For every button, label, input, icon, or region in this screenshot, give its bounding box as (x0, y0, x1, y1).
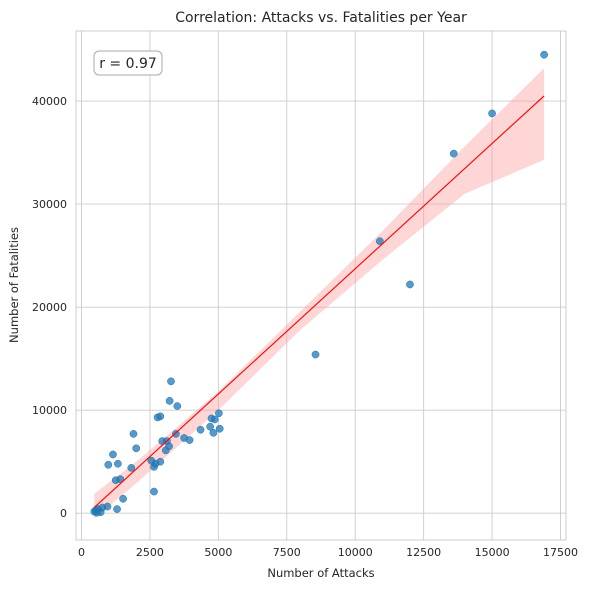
data-point (406, 280, 414, 289)
data-point (167, 377, 175, 386)
data-point (104, 460, 113, 469)
data-point (150, 487, 158, 496)
y-tick-label: 20000 (32, 301, 67, 314)
confidence-band (94, 68, 545, 519)
data-point (116, 475, 125, 484)
data-point (185, 436, 194, 444)
y-axis-label: Number of Fatalities (7, 227, 21, 343)
data-point (311, 350, 320, 359)
data-point (172, 430, 180, 438)
x-tick-label: 7500 (273, 546, 301, 559)
x-tick-label: 2500 (136, 546, 164, 559)
data-point (215, 424, 224, 433)
data-point (156, 457, 165, 466)
regression-line-path (93, 95, 545, 508)
x-axis-label: Number of Attacks (267, 566, 374, 580)
chart-title: Correlation: Attacks vs. Fatalities per … (175, 10, 467, 26)
plot-area (75, 30, 567, 541)
data-point (129, 430, 138, 438)
y-tick-label: 40000 (32, 95, 67, 108)
data-point (540, 50, 548, 59)
data-point (215, 409, 223, 418)
data-point (449, 149, 458, 158)
correlation-annotation: r = 0.97 (93, 50, 163, 76)
x-tick-label: 10000 (338, 546, 373, 559)
regression-line (93, 95, 545, 508)
y-tick-label: 10000 (32, 404, 67, 417)
data-point (103, 502, 112, 511)
data-point (165, 442, 173, 451)
data-point (132, 444, 141, 453)
grid (76, 31, 566, 540)
x-tick-label: 5000 (204, 546, 232, 559)
data-point (210, 415, 219, 424)
data-point (127, 464, 136, 472)
annotation-text: r = 0.97 (99, 56, 157, 72)
data-point (196, 425, 205, 434)
data-point (113, 505, 121, 513)
data-point (156, 412, 165, 421)
x-axis-ticks: 0 2500 5000 7500 10000 12500 15000 17500 (78, 546, 578, 559)
x-tick-label: 15000 (475, 546, 510, 559)
annotation-box (93, 50, 163, 76)
plot-frame (75, 30, 567, 541)
data-point (165, 397, 174, 405)
x-tick-label: 17500 (543, 546, 578, 559)
data-point (488, 109, 496, 118)
y-tick-label: 30000 (32, 198, 67, 211)
y-axis-ticks: 0 10000 20000 30000 40000 (32, 95, 67, 520)
data-point (109, 450, 117, 459)
data-points (90, 50, 548, 517)
y-tick-label: 0 (60, 507, 67, 520)
confidence-band-area (94, 68, 545, 519)
data-point (119, 494, 127, 503)
data-point (209, 428, 218, 437)
data-point (206, 422, 214, 431)
data-point (114, 459, 122, 468)
data-point (173, 402, 182, 410)
x-tick-label: 12500 (406, 546, 441, 559)
data-point (376, 237, 384, 246)
x-tick-label: 0 (78, 546, 85, 559)
